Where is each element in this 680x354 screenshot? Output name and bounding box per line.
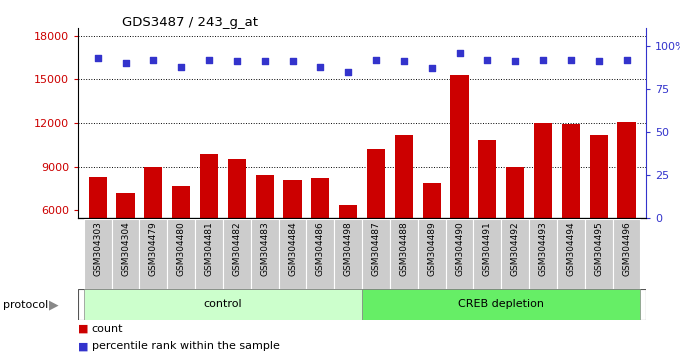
Text: ■: ■: [78, 341, 88, 351]
Bar: [590, 135, 608, 298]
Text: GSM304488: GSM304488: [399, 222, 409, 276]
Point: [565, 57, 576, 63]
FancyBboxPatch shape: [473, 219, 501, 289]
Point: [92, 55, 103, 61]
Bar: [478, 141, 496, 298]
Text: GSM304489: GSM304489: [427, 222, 436, 276]
Bar: [228, 159, 246, 298]
FancyBboxPatch shape: [390, 219, 418, 289]
Text: GSM304481: GSM304481: [205, 222, 214, 276]
FancyBboxPatch shape: [139, 219, 167, 289]
Text: control: control: [203, 299, 242, 309]
Point: [343, 69, 354, 75]
Bar: [311, 178, 329, 298]
FancyBboxPatch shape: [167, 219, 195, 289]
Point: [538, 57, 549, 63]
Text: GSM304492: GSM304492: [511, 222, 520, 276]
FancyBboxPatch shape: [195, 219, 223, 289]
FancyBboxPatch shape: [585, 219, 613, 289]
Text: GSM304494: GSM304494: [566, 222, 575, 276]
FancyBboxPatch shape: [501, 219, 529, 289]
FancyBboxPatch shape: [112, 219, 139, 289]
FancyBboxPatch shape: [84, 289, 362, 320]
FancyBboxPatch shape: [251, 219, 279, 289]
Text: GSM304498: GSM304498: [343, 222, 353, 276]
FancyBboxPatch shape: [445, 219, 473, 289]
Text: GSM304493: GSM304493: [539, 222, 547, 276]
Point: [621, 57, 632, 63]
Bar: [450, 75, 469, 298]
FancyBboxPatch shape: [78, 289, 646, 320]
Bar: [88, 177, 107, 298]
Point: [287, 58, 298, 64]
Text: GSM304491: GSM304491: [483, 222, 492, 276]
Bar: [617, 121, 636, 298]
Text: GSM304483: GSM304483: [260, 222, 269, 276]
Bar: [534, 123, 552, 298]
Point: [482, 57, 493, 63]
Text: count: count: [92, 324, 123, 333]
Bar: [562, 125, 580, 298]
FancyBboxPatch shape: [84, 219, 112, 289]
Point: [120, 60, 131, 66]
Bar: [116, 193, 135, 298]
Bar: [367, 149, 385, 298]
Point: [454, 50, 465, 56]
Text: GSM304484: GSM304484: [288, 222, 297, 276]
Point: [315, 64, 326, 69]
Text: GDS3487 / 243_g_at: GDS3487 / 243_g_at: [122, 16, 258, 29]
Text: ■: ■: [78, 324, 88, 333]
FancyBboxPatch shape: [335, 219, 362, 289]
Point: [259, 58, 270, 64]
Text: protocol: protocol: [3, 300, 49, 310]
FancyBboxPatch shape: [279, 219, 307, 289]
Point: [510, 58, 521, 64]
Point: [231, 58, 242, 64]
FancyBboxPatch shape: [529, 219, 557, 289]
Bar: [144, 167, 163, 298]
Bar: [200, 154, 218, 298]
Bar: [395, 135, 413, 298]
Text: GSM304496: GSM304496: [622, 222, 631, 276]
FancyBboxPatch shape: [362, 219, 390, 289]
FancyBboxPatch shape: [223, 219, 251, 289]
Point: [426, 65, 437, 71]
Text: GSM304482: GSM304482: [233, 222, 241, 276]
Bar: [423, 183, 441, 298]
Point: [203, 57, 214, 63]
Text: GSM304480: GSM304480: [177, 222, 186, 276]
Text: GSM304304: GSM304304: [121, 222, 130, 276]
Text: GSM304479: GSM304479: [149, 222, 158, 276]
Bar: [339, 205, 357, 298]
FancyBboxPatch shape: [418, 219, 445, 289]
Point: [593, 58, 604, 64]
Text: ▶: ▶: [49, 299, 58, 312]
Text: GSM304303: GSM304303: [93, 222, 102, 276]
Bar: [256, 176, 274, 298]
FancyBboxPatch shape: [557, 219, 585, 289]
Bar: [284, 180, 301, 298]
Text: GSM304495: GSM304495: [594, 222, 603, 276]
Point: [175, 64, 186, 69]
Point: [148, 57, 159, 63]
FancyBboxPatch shape: [362, 289, 641, 320]
FancyBboxPatch shape: [613, 219, 641, 289]
FancyBboxPatch shape: [307, 219, 335, 289]
Text: GSM304486: GSM304486: [316, 222, 325, 276]
Bar: [172, 185, 190, 298]
Text: CREB depletion: CREB depletion: [458, 299, 544, 309]
Bar: [506, 167, 524, 298]
Text: percentile rank within the sample: percentile rank within the sample: [92, 341, 279, 351]
Text: GSM304487: GSM304487: [371, 222, 381, 276]
Point: [371, 57, 381, 63]
Text: GSM304490: GSM304490: [455, 222, 464, 276]
Point: [398, 58, 409, 64]
